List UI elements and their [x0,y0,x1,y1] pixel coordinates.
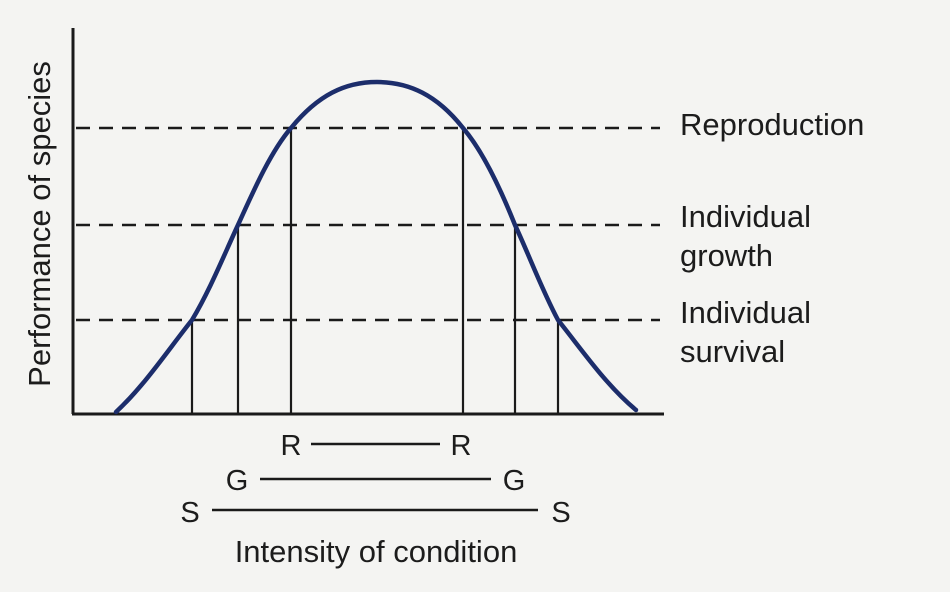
survival-level-label-line1: Individual [680,295,811,330]
reproduction-range-left-letter: R [281,430,302,462]
reproduction-level-label: Reproduction [680,107,864,142]
growth-level-label-line2: growth [680,238,773,273]
survival-range-right-letter: S [551,497,570,529]
performance-curve [113,79,639,415]
growth-range-right-letter: G [503,465,526,497]
reproduction-range-right-letter: R [451,430,472,462]
survival-range-left-letter: S [180,497,199,529]
x-axis-label: Intensity of condition [235,534,518,569]
growth-range-left-letter: G [226,465,249,497]
survival-level-label-line2: survival [680,334,785,369]
y-axis-label: Performance of species [22,61,57,387]
growth-level-label-line1: Individual [680,199,811,234]
